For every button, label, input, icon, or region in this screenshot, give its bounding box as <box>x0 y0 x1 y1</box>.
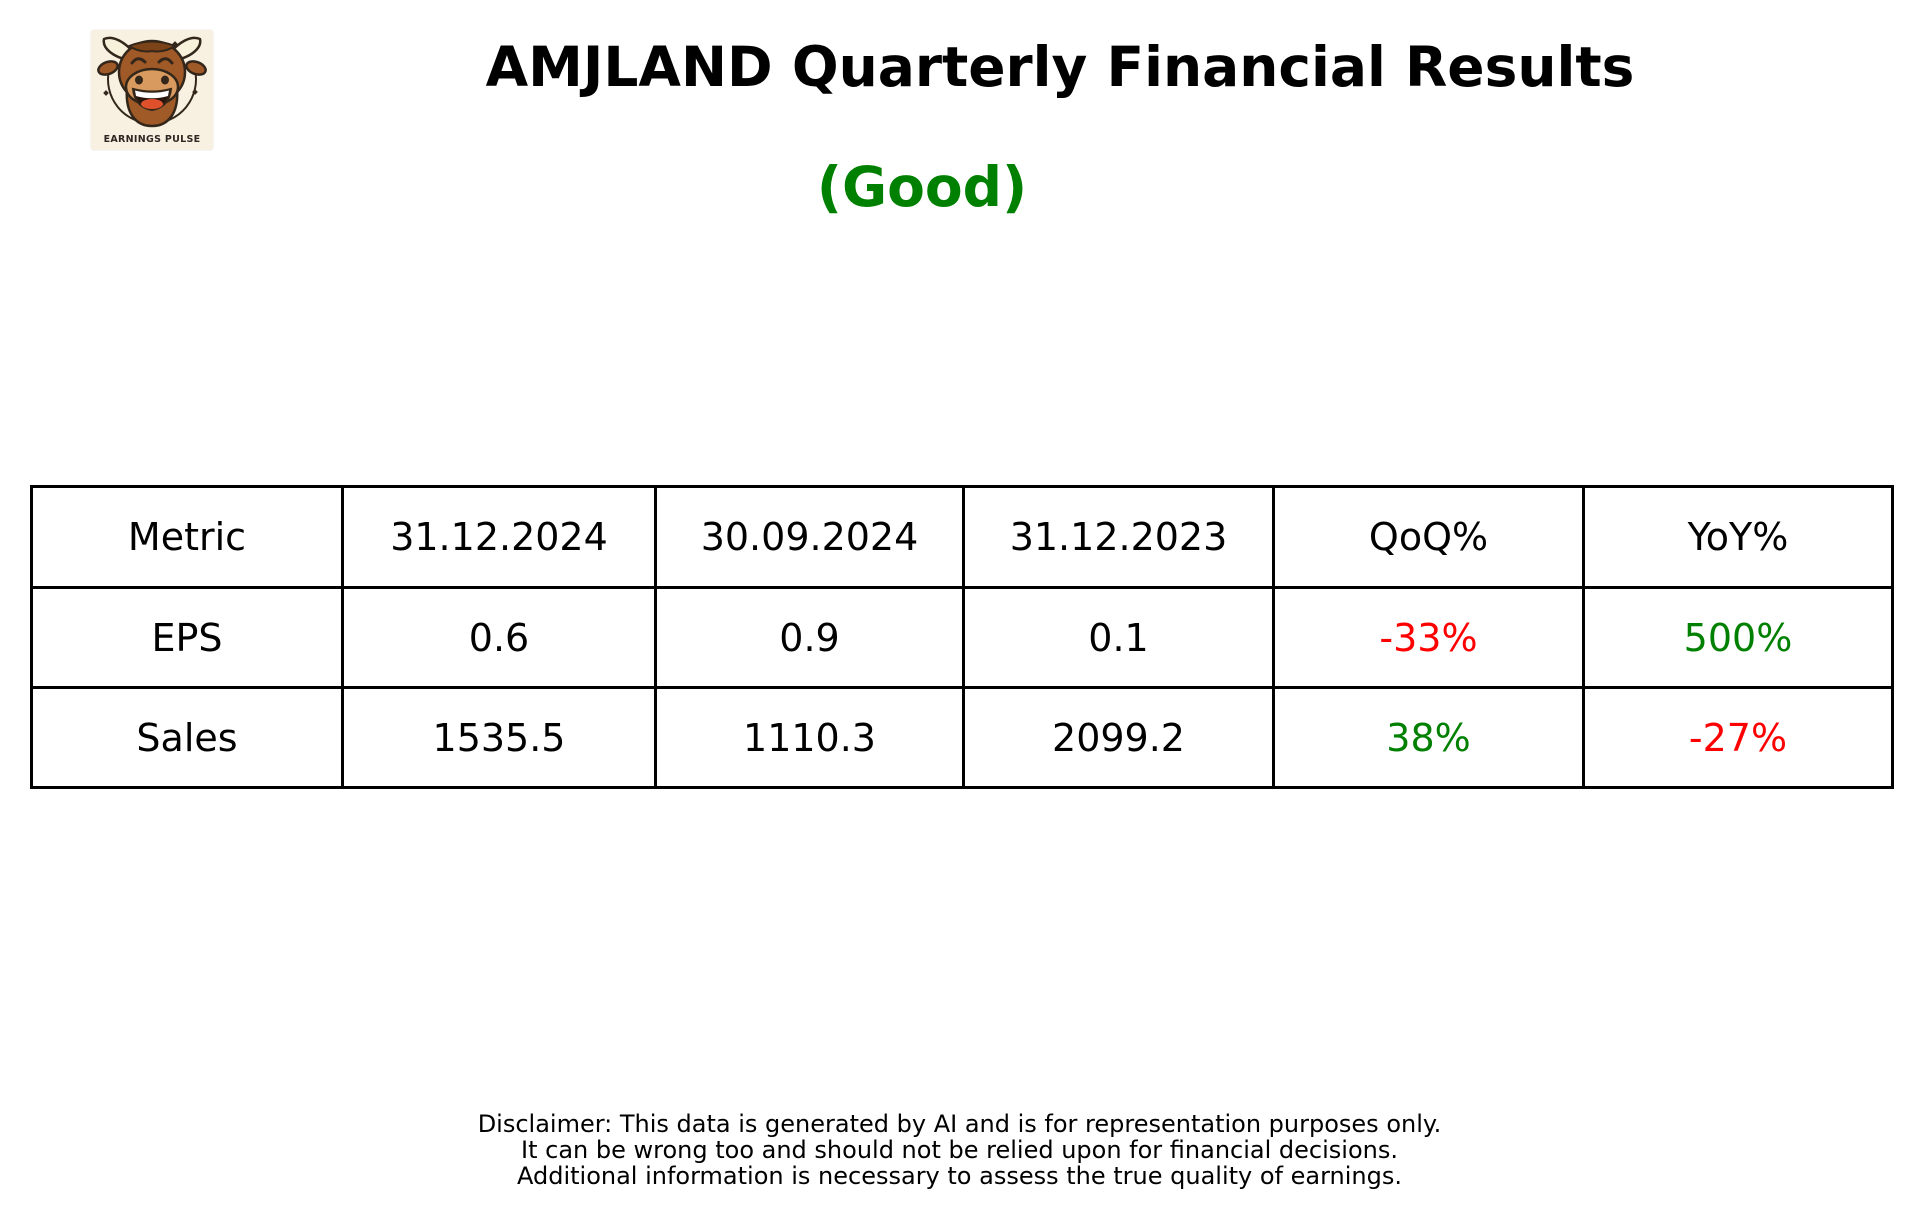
logo-brand-text: EARNINGS PULSE <box>103 134 201 145</box>
bull-icon <box>97 36 207 128</box>
cell-yoy: -27% <box>1582 686 1894 789</box>
cell-value: 2099.2 <box>962 686 1275 789</box>
header-cell-q-current: 31.12.2024 <box>341 485 657 589</box>
cell-value: 0.6 <box>341 586 657 689</box>
header-cell-qoq: QoQ% <box>1272 485 1585 589</box>
disclaimer-line: Additional information is necessary to a… <box>516 1162 1402 1190</box>
table-row-sales: Sales 1535.5 1110.3 2099.2 38% -27% <box>30 686 1894 789</box>
results-table: Metric 31.12.2024 30.09.2024 31.12.2023 … <box>30 485 1894 789</box>
verdict-label: (Good) <box>816 155 1028 219</box>
cell-value: 1535.5 <box>341 686 657 789</box>
table-header-row: Metric 31.12.2024 30.09.2024 31.12.2023 … <box>30 485 1894 589</box>
header-cell-q-previous: 30.09.2024 <box>654 485 965 589</box>
cell-metric: Sales <box>30 686 344 789</box>
cell-qoq: -33% <box>1272 586 1585 689</box>
cell-yoy: 500% <box>1582 586 1894 689</box>
disclaimer-line: It can be wrong too and should not be re… <box>521 1136 1398 1164</box>
disclaimer: Disclaimer: This data is generated by AI… <box>0 1111 1919 1189</box>
cell-qoq: 38% <box>1272 686 1585 789</box>
cell-value: 0.1 <box>962 586 1275 689</box>
disclaimer-line: Disclaimer: This data is generated by AI… <box>477 1110 1442 1138</box>
cell-metric: EPS <box>30 586 344 689</box>
header-cell-metric: Metric <box>30 485 344 589</box>
table-row-eps: EPS 0.6 0.9 0.1 -33% 500% <box>30 586 1894 689</box>
earnings-pulse-logo: EARNINGS PULSE <box>91 30 213 150</box>
cell-value: 1110.3 <box>654 686 965 789</box>
cell-value: 0.9 <box>654 586 965 689</box>
page-title: AMJLAND Quarterly Financial Results <box>485 35 1635 99</box>
header-cell-yoy: YoY% <box>1582 485 1894 589</box>
header-cell-q-yearago: 31.12.2023 <box>962 485 1275 589</box>
